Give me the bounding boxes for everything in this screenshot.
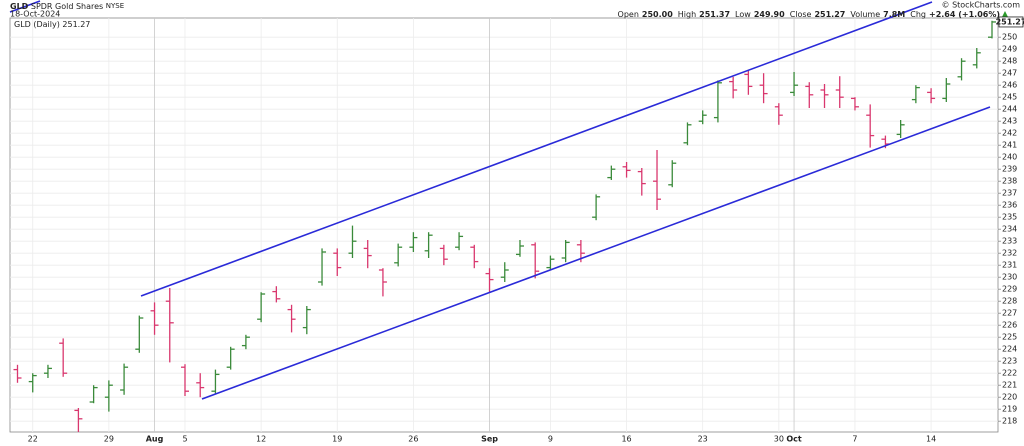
quote-value: 7.8M [883, 10, 905, 19]
y-tick-label: 223 [1002, 357, 1017, 366]
quote-label: High [678, 10, 696, 19]
y-tick-label: 246 [1002, 81, 1017, 90]
x-tick-label: Oct [786, 435, 802, 444]
y-tick-label: 228 [1002, 297, 1017, 306]
y-tick-label: 239 [1002, 165, 1017, 174]
quote-value: 251.37 [699, 10, 730, 19]
y-tick-label: 241 [1002, 141, 1017, 150]
quote-label: Volume [850, 10, 880, 19]
x-tick-label: 7 [852, 435, 857, 444]
x-tick-label: 16 [621, 435, 631, 444]
quote-label: Close [790, 10, 812, 19]
x-tick-label: 26 [408, 435, 418, 444]
y-axis: 2182192202212222232242252262272282292302… [28, 16, 1024, 444]
y-tick-label: 227 [1002, 309, 1017, 318]
y-tick-label: 245 [1002, 93, 1017, 102]
y-tick-label: 225 [1002, 333, 1017, 342]
y-tick-label: 219 [1002, 405, 1017, 414]
y-tick-label: 220 [1002, 393, 1017, 402]
quote-value: +2.64 (+1.06%) [929, 10, 1000, 19]
legend-last: 251.27 [62, 20, 90, 29]
exchange: NYSE [106, 2, 124, 10]
quote-label: Open [618, 10, 639, 19]
bars [13, 20, 996, 432]
security-name: SPDR Gold Shares [31, 2, 103, 11]
y-tick-label: 230 [1002, 273, 1017, 282]
trendlines [9, 0, 991, 400]
y-tick-label: 235 [1002, 213, 1017, 222]
y-tick-label: 237 [1002, 189, 1017, 198]
y-tick-label: 222 [1002, 369, 1017, 378]
y-tick-label: 231 [1002, 261, 1017, 270]
y-tick-label: 248 [1002, 57, 1017, 66]
copyright: © StockCharts.com [942, 1, 1021, 10]
up-arrow [1002, 11, 1008, 17]
legend: GLD (Daily) 251.27 [14, 20, 90, 29]
y-tick-label: 236 [1002, 201, 1017, 210]
x-tick-label: Sep [481, 435, 498, 444]
x-tick-label: 19 [332, 435, 342, 444]
legend-name: GLD (Daily) [14, 20, 60, 29]
quote-line: Open 250.00 High 251.37 Low 249.90 Close 251.27… [618, 10, 1000, 19]
quote-value: 249.90 [754, 10, 785, 19]
y-tick-label: 226 [1002, 321, 1017, 330]
x-tick-label: 5 [182, 435, 187, 444]
y-tick-label: 243 [1002, 117, 1017, 126]
y-tick-label: 249 [1002, 45, 1017, 54]
x-tick-label: 23 [698, 435, 708, 444]
date: 18-Oct-2024 [10, 10, 60, 19]
x-tick-label: 12 [256, 435, 266, 444]
y-tick-label: 240 [1002, 153, 1017, 162]
y-tick-label: 242 [1002, 129, 1017, 138]
symbol: GLD [10, 2, 29, 11]
y-tick-label: 250 [1002, 33, 1017, 42]
x-tick-label: 30 [774, 435, 784, 444]
x-tick-label: 9 [548, 435, 553, 444]
x-tick-label: 22 [28, 435, 38, 444]
y-tick-label: 233 [1002, 237, 1017, 246]
y-tick-label: 218 [1002, 417, 1017, 426]
y-tick-label: 224 [1002, 345, 1017, 354]
quote-value: 251.27 [814, 10, 845, 19]
last-price-box [998, 16, 1024, 28]
y-tick-label: 232 [1002, 249, 1017, 258]
y-tick-label: 247 [1002, 69, 1017, 78]
quote-label: Low [735, 10, 751, 19]
plot-frame [9, 17, 999, 433]
y-tick-label: 221 [1002, 381, 1017, 390]
last-price-label: 251.27 [996, 17, 1024, 26]
y-tick-label: 234 [1002, 225, 1017, 234]
y-tick-label: 229 [1002, 285, 1017, 294]
upper-channel-line [140, 1, 933, 297]
header: GLD SPDR Gold Shares NYSE [10, 2, 124, 11]
x-tick-label: 14 [926, 435, 936, 444]
x-tick-label: Aug [146, 435, 164, 444]
x-tick-label: 29 [104, 435, 114, 444]
lower-channel-line [201, 106, 991, 400]
quote-label: Chg [910, 10, 926, 19]
channel-line-fragment [9, 0, 41, 13]
y-tick-label: 238 [1002, 177, 1017, 186]
quote-value: 250.00 [642, 10, 673, 19]
y-tick-label: 244 [1002, 105, 1017, 114]
